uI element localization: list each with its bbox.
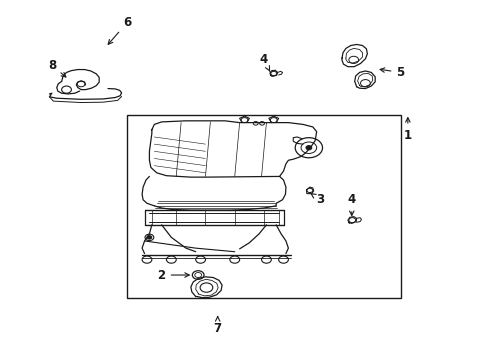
Text: 3: 3 (310, 193, 324, 206)
Bar (127, 116, 400, 298)
Text: 4: 4 (347, 193, 355, 215)
Circle shape (305, 145, 311, 150)
Circle shape (147, 235, 152, 239)
Text: 1: 1 (403, 118, 411, 142)
Text: 5: 5 (379, 66, 404, 79)
Text: 4: 4 (259, 53, 269, 72)
Text: 2: 2 (157, 269, 189, 282)
Text: 7: 7 (213, 316, 221, 335)
Text: 6: 6 (108, 16, 131, 44)
Text: 8: 8 (48, 59, 66, 77)
